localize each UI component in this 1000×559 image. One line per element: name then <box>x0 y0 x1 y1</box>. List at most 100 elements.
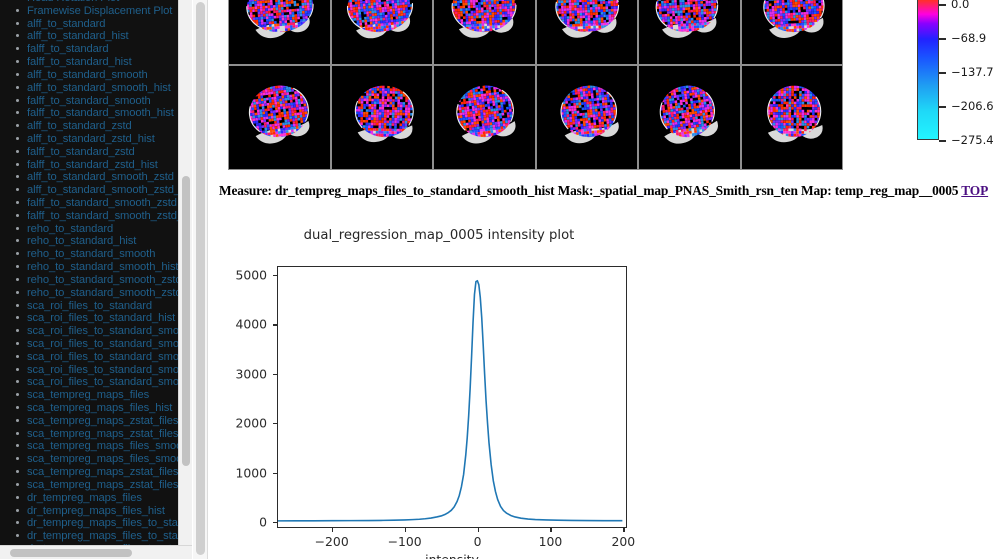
sidebar-item-link[interactable]: dr_tempreg_maps_files_hist <box>27 504 165 517</box>
list-item[interactable]: sca_roi_files_to_standard <box>16 299 192 312</box>
sidebar-item-link[interactable]: Framewise Displacement Plot <box>27 4 173 17</box>
list-item[interactable]: sca_roi_files_to_standard_smooth_zstd_hi… <box>16 363 192 376</box>
sidebar-item-link[interactable]: reho_to_standard_smooth_zstd <box>27 273 182 286</box>
sidebar-item-link[interactable]: Head Rotation Plot <box>27 0 119 4</box>
sidebar-item-link[interactable]: reho_to_standard_hist <box>27 235 137 248</box>
list-item[interactable]: reho_to_standard_hist <box>16 234 192 248</box>
brain-slice <box>229 0 330 64</box>
sidebar-item-link[interactable]: dr_tempreg_maps_files_to_standard_smooth <box>27 543 192 545</box>
list-item[interactable]: sca_tempreg_maps_zstat_files_smooth <box>16 465 192 479</box>
page-vertical-scrollbar[interactable] <box>193 0 208 559</box>
list-item[interactable]: Framewise Displacement Plot <box>16 4 192 17</box>
list-item[interactable]: alff_to_standard_hist <box>16 29 192 43</box>
sidebar-item-link[interactable]: sca_tempreg_maps_zstat_files_smooth <box>27 466 192 479</box>
sidebar-vertical-scrollbar-thumb[interactable] <box>182 176 190 466</box>
sidebar-item-link[interactable]: falff_to_standard_smooth_hist <box>27 107 174 120</box>
sidebar-item-link[interactable]: alff_to_standard_smooth_hist <box>27 81 171 94</box>
list-item[interactable]: sca_tempreg_maps_zstat_files_smooth_hist <box>16 478 192 491</box>
sidebar-item-link[interactable]: sca_roi_files_to_standard_smooth_zstd_hi… <box>27 363 192 376</box>
brain-slice <box>331 66 432 169</box>
list-item[interactable]: falff_to_standard_smooth_hist <box>16 106 192 120</box>
sidebar-item-link[interactable]: sca_roi_files_to_standard <box>27 299 152 312</box>
sidebar-item-link[interactable]: sca_roi_files_to_standard_smooth <box>27 325 192 338</box>
list-item[interactable]: sca_roi_files_to_standard_smooth <box>16 324 192 338</box>
list-item[interactable]: sca_tempreg_maps_zstat_files <box>16 414 192 427</box>
list-item[interactable]: alff_to_standard <box>16 17 192 30</box>
sidebar-item-link[interactable]: falff_to_standard_smooth <box>27 94 151 107</box>
list-item[interactable]: sca_tempreg_maps_files <box>16 388 192 402</box>
sidebar-item-link[interactable]: dr_tempreg_maps_files_to_standard <box>27 517 192 530</box>
list-item[interactable]: alff_to_standard_smooth_zstd <box>16 170 192 184</box>
sidebar-item-link[interactable]: dr_tempreg_maps_files <box>27 491 142 504</box>
list-item[interactable]: sca_tempreg_maps_files_smooth_hist <box>16 452 192 466</box>
list-item[interactable]: falff_to_standard_hist <box>16 55 192 69</box>
brain-slice <box>434 66 535 169</box>
sidebar-item-link[interactable]: sca_tempreg_maps_zstat_files_hist <box>27 427 192 440</box>
sidebar-item-link[interactable]: alff_to_standard_smooth_zstd_hist <box>27 184 192 197</box>
list-item[interactable]: sca_tempreg_maps_zstat_files_hist <box>16 427 192 440</box>
sidebar-item-link[interactable]: falff_to_standard_smooth_zstd_hist <box>27 209 192 222</box>
sidebar-item-link[interactable]: sca_tempreg_maps_zstat_files <box>27 414 179 427</box>
sidebar-item-link[interactable]: reho_to_standard_smooth <box>27 248 156 261</box>
sidebar-item-link[interactable]: alff_to_standard_smooth_zstd <box>27 171 174 184</box>
sidebar-item-link[interactable]: sca_roi_files_to_standard_smooth_fisher_… <box>27 376 192 389</box>
sidebar-item-link[interactable]: reho_to_standard_smooth_zstd_hist <box>27 286 192 299</box>
sidebar-item-link[interactable]: alff_to_standard_hist <box>27 30 129 43</box>
list-item[interactable]: falff_to_standard_zstd <box>16 145 192 158</box>
sidebar-item-link[interactable]: falff_to_standard_zstd <box>27 145 135 158</box>
sidebar-item-link[interactable]: reho_to_standard <box>27 222 114 235</box>
sidebar-item-link[interactable]: sca_tempreg_maps_files_hist <box>27 402 173 414</box>
list-item[interactable]: reho_to_standard_smooth <box>16 247 192 261</box>
list-item[interactable]: falff_to_standard_smooth <box>16 94 192 107</box>
list-item[interactable]: sca_tempreg_maps_files_smooth <box>16 439 192 453</box>
list-item[interactable]: Head Rotation Plot <box>27 0 192 4</box>
sidebar-item-link[interactable]: sca_tempreg_maps_files_smooth_hist <box>27 453 192 466</box>
list-item[interactable]: reho_to_standard <box>16 222 192 235</box>
list-item[interactable]: sca_roi_files_to_standard_smooth_zstd <box>16 350 192 363</box>
sidebar-nav-panel[interactable]: Head Rotation PlotFramewise Displacement… <box>0 0 192 545</box>
sidebar-item-link[interactable]: sca_roi_files_to_standard_smooth_hist <box>27 337 192 350</box>
sidebar-item-link[interactable]: reho_to_standard_smooth_hist <box>27 261 179 274</box>
list-item[interactable]: reho_to_standard_smooth_zstd_hist <box>16 286 192 299</box>
sidebar-item-link[interactable]: alff_to_standard <box>27 17 106 30</box>
sidebar-vertical-scrollbar[interactable] <box>178 0 192 545</box>
sidebar-item-link[interactable]: alff_to_standard_zstd <box>27 120 132 133</box>
list-item[interactable]: sca_roi_files_to_standard_smooth_hist <box>16 337 192 350</box>
list-item[interactable]: dr_tempreg_maps_files_hist <box>16 504 192 517</box>
sidebar-item-link[interactable]: sca_tempreg_maps_zstat_files_smooth_hist <box>27 478 192 491</box>
list-item[interactable]: reho_to_standard_smooth_zstd <box>16 273 192 286</box>
sidebar-item-link[interactable]: sca_roi_files_to_standard_smooth_zstd <box>27 350 192 363</box>
list-item[interactable]: sca_roi_files_to_standard_smooth_fisher_… <box>16 375 192 389</box>
chart-y-tick-label: 3000 <box>235 366 267 382</box>
list-item[interactable]: dr_tempreg_maps_files_to_standard_hist <box>16 529 192 543</box>
top-link[interactable]: TOP <box>961 183 989 198</box>
sidebar-horizontal-scrollbar[interactable] <box>0 545 192 559</box>
list-item[interactable]: falff_to_standard <box>16 42 192 56</box>
sidebar-item-link[interactable]: alff_to_standard_smooth <box>27 68 148 81</box>
list-item[interactable]: alff_to_standard_smooth <box>16 68 192 81</box>
sidebar-item-link[interactable]: sca_tempreg_maps_files <box>27 389 150 402</box>
list-item[interactable]: dr_tempreg_maps_files <box>16 491 192 504</box>
list-item[interactable]: sca_tempreg_maps_files_hist <box>16 401 192 414</box>
list-item[interactable]: alff_to_standard_zstd_hist <box>16 132 192 145</box>
list-item[interactable]: falff_to_standard_smooth_zstd <box>16 196 192 209</box>
sidebar-item-link[interactable]: falff_to_standard_smooth_zstd <box>27 197 177 209</box>
list-item[interactable]: falff_to_standard_smooth_zstd_hist <box>16 209 192 222</box>
sidebar-item-link[interactable]: dr_tempreg_maps_files_to_standard_hist <box>27 530 192 543</box>
sidebar-item-link[interactable]: sca_tempreg_maps_files_smooth <box>27 440 192 453</box>
list-item[interactable]: dr_tempreg_maps_files_to_standard <box>16 516 192 530</box>
sidebar-item-link[interactable]: sca_roi_files_to_standard_hist <box>27 312 176 325</box>
sidebar-item-link[interactable]: falff_to_standard <box>27 43 109 56</box>
sidebar-item-link[interactable]: alff_to_standard_zstd_hist <box>27 132 155 145</box>
list-item[interactable]: reho_to_standard_smooth_hist <box>16 260 192 274</box>
sidebar-item-link[interactable]: falff_to_standard_hist <box>27 56 132 69</box>
list-item[interactable]: dr_tempreg_maps_files_to_standard_smooth <box>27 542 192 545</box>
list-item[interactable]: alff_to_standard_zstd <box>16 119 192 133</box>
list-item[interactable]: falff_to_standard_zstd_hist <box>16 158 192 171</box>
sidebar-item-link[interactable]: falff_to_standard_zstd_hist <box>27 158 158 171</box>
sidebar-horizontal-scrollbar-thumb[interactable] <box>10 549 132 557</box>
list-item[interactable]: sca_roi_files_to_standard_hist <box>16 311 192 325</box>
list-item[interactable]: alff_to_standard_smooth_zstd_hist <box>16 183 192 197</box>
list-item[interactable]: alff_to_standard_smooth_hist <box>16 81 192 94</box>
page-vertical-scrollbar-thumb[interactable] <box>196 2 205 555</box>
